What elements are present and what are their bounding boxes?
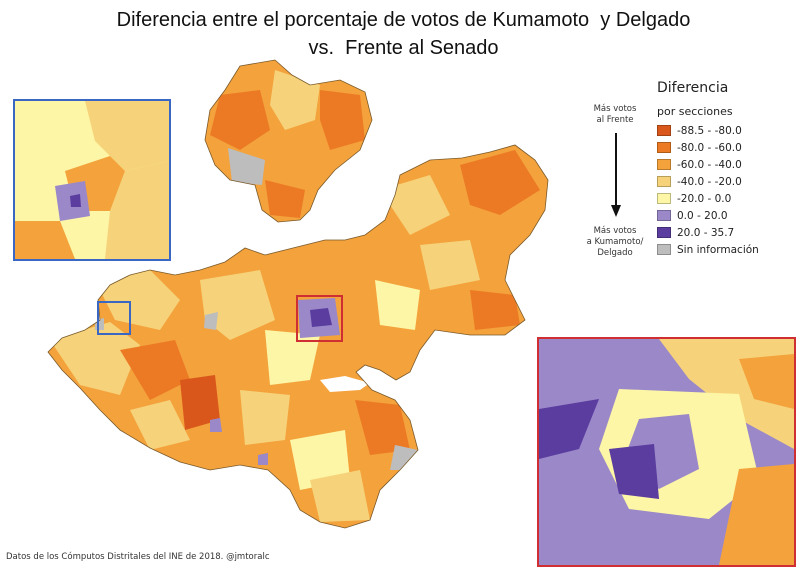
legend-label: -88.5 - -80.0: [677, 124, 742, 137]
title-line-2: vs. Frente al Senado: [308, 37, 499, 59]
legend-label: Sin información: [677, 243, 759, 256]
annot-bottom-line-2: a Kumamoto/: [586, 237, 644, 247]
legend-item: -20.0 - 0.0: [657, 190, 802, 207]
legend-label: 20.0 - 35.7: [677, 226, 735, 239]
legend-subtitle: por secciones: [657, 105, 733, 118]
legend-swatch: [657, 227, 671, 238]
legend-item: 20.0 - 35.7: [657, 224, 802, 241]
legend-swatch: [657, 210, 671, 221]
map-title: Diferencia entre el porcentaje de votos …: [0, 6, 807, 62]
legend-list: -88.5 - -80.0 -80.0 - -60.0 -60.0 - -40.…: [657, 122, 802, 258]
legend-swatch: [657, 244, 671, 255]
annot-top-line-2: al Frente: [596, 115, 634, 125]
direction-arrow-icon: [611, 133, 621, 217]
legend-swatch: [657, 125, 671, 136]
more-votes-frente-annotation: Más votos al Frente: [575, 104, 655, 126]
legend-label: 0.0 - 20.0: [677, 209, 728, 222]
legend-swatch: [657, 193, 671, 204]
title-line-1: Diferencia entre el porcentaje de votos …: [116, 9, 691, 31]
legend-title: Diferencia: [657, 80, 729, 96]
legend-label: -20.0 - 0.0: [677, 192, 732, 205]
legend-swatch: [657, 159, 671, 170]
coast-locator-box: [97, 301, 131, 335]
legend-label: -60.0 - -40.0: [677, 158, 742, 171]
legend: Diferencia por secciones -88.5 - -80.0 -…: [657, 80, 802, 258]
legend-item: -80.0 - -60.0: [657, 139, 802, 156]
annot-top-line-1: Más votos: [593, 104, 637, 114]
legend-swatch: [657, 176, 671, 187]
more-votes-kumamoto-annotation: Más votos a Kumamoto/ Delgado: [575, 226, 655, 259]
legend-label: -40.0 - -20.0: [677, 175, 742, 188]
source-note: Datos de los Cómputos Distritales del IN…: [6, 552, 270, 562]
guadalajara-locator-box: [296, 295, 343, 342]
coast-inset-map: [13, 99, 171, 261]
legend-item: 0.0 - 20.0: [657, 207, 802, 224]
guadalajara-inset-map: [537, 337, 796, 567]
legend-item: -40.0 - -20.0: [657, 173, 802, 190]
legend-swatch: [657, 142, 671, 153]
annot-bottom-line-3: Delgado: [597, 248, 633, 258]
legend-item: -60.0 - -40.0: [657, 156, 802, 173]
legend-item: Sin información: [657, 241, 802, 258]
annot-bottom-line-1: Más votos: [593, 226, 637, 236]
legend-item: -88.5 - -80.0: [657, 122, 802, 139]
legend-label: -80.0 - -60.0: [677, 141, 742, 154]
